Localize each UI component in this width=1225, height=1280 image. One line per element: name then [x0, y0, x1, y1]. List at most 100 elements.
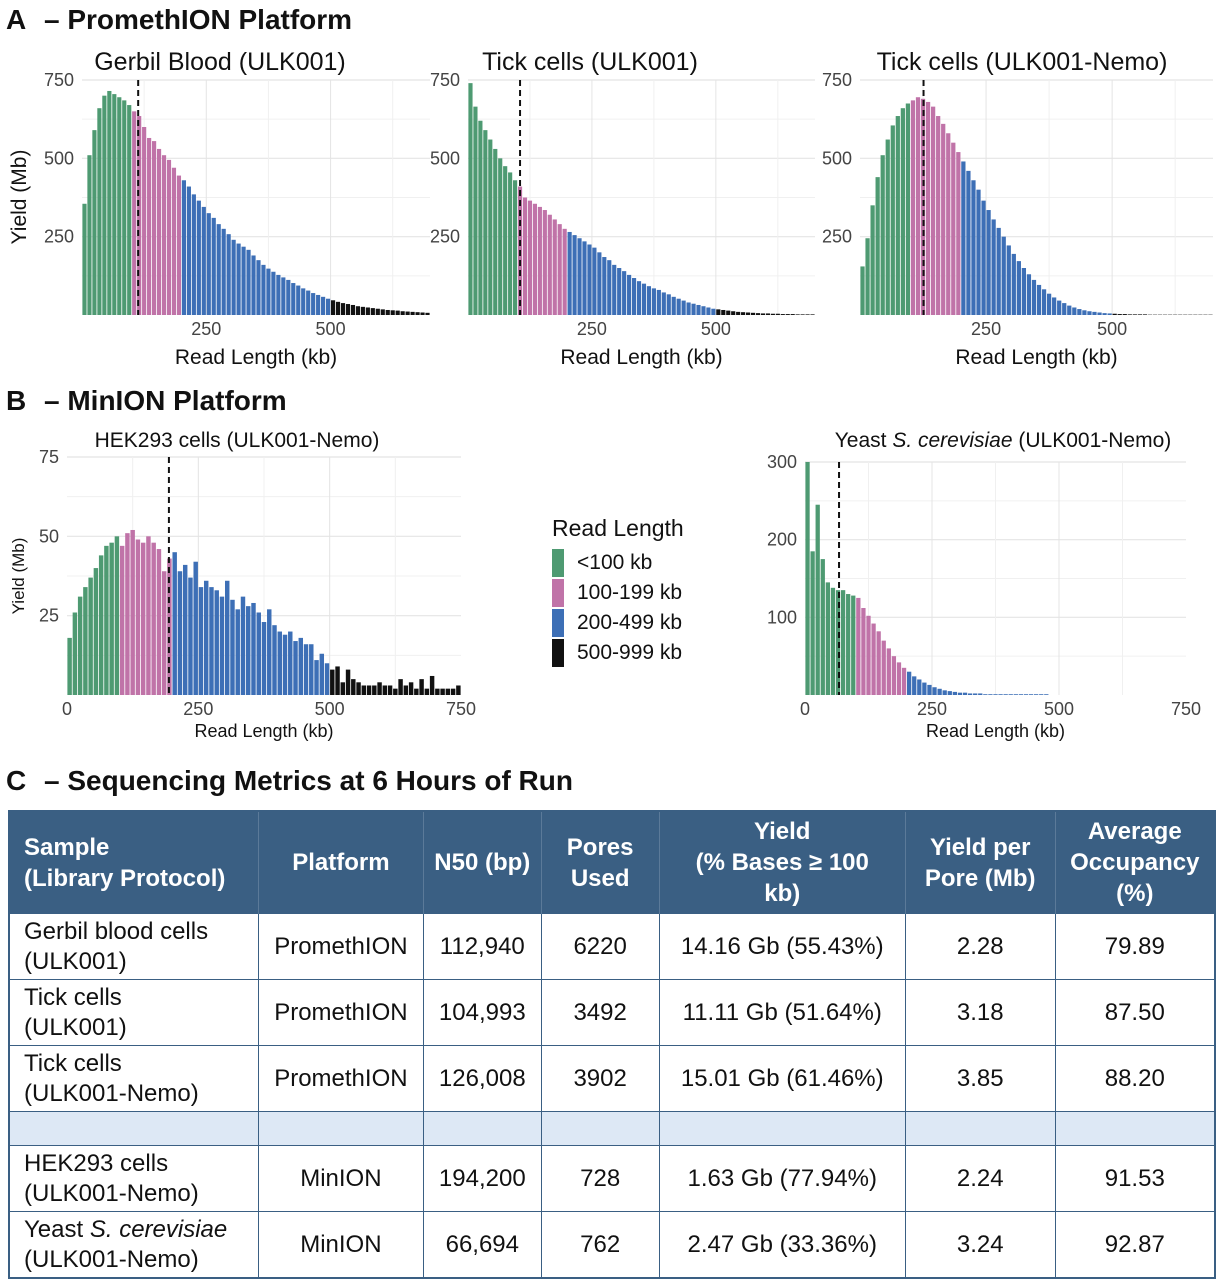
table-row: Gerbil blood cells (ULK001) PromethION 11… — [8, 913, 1216, 980]
histogram-bar — [1117, 314, 1122, 315]
histogram-bar — [276, 274, 281, 315]
cell-yield: 2.47 Gb (33.36%) — [658, 1211, 906, 1279]
histogram-bar — [835, 590, 841, 695]
histogram-bar — [736, 311, 741, 315]
y-tick-label: 25 — [39, 606, 59, 626]
histogram-bar — [206, 213, 211, 315]
histogram-bar — [967, 693, 973, 695]
histogram-bar — [755, 313, 761, 315]
histogram-bar — [513, 180, 518, 315]
x-tick-label: 750 — [446, 699, 476, 719]
y-tick-label: 500 — [430, 148, 460, 168]
header-yield-per-pore: Yield per Pore (Mb) — [905, 811, 1056, 914]
histogram-bar — [1026, 274, 1032, 315]
histogram-bar — [775, 313, 780, 315]
histogram-bar — [971, 180, 976, 315]
cell-n50: 66,694 — [422, 1211, 542, 1279]
cell-pores: 3902 — [540, 1045, 660, 1112]
header-platform: Platform — [258, 811, 424, 914]
histogram-bar — [335, 301, 341, 315]
histogram-bar — [1006, 245, 1011, 315]
histogram-bar — [72, 612, 78, 695]
histogram-bar — [1082, 310, 1087, 315]
histogram-bar — [537, 206, 542, 315]
histogram-bar — [956, 152, 961, 315]
histogram-bar — [1008, 694, 1013, 695]
histogram-bar — [1132, 314, 1137, 315]
histogram-bar — [360, 306, 365, 315]
histogram-bar — [83, 587, 88, 695]
histogram-bar — [324, 663, 330, 695]
histogram-bar — [403, 685, 409, 695]
histogram-bar — [203, 580, 209, 695]
histogram-bar — [372, 685, 377, 695]
header-occupancy: Average Occupancy (%) — [1055, 811, 1216, 914]
histogram-bar — [211, 217, 216, 315]
histogram-bar — [478, 120, 483, 315]
table-row: HEK293 cells (ULK001-Nemo) MinION 194,200… — [8, 1145, 1216, 1212]
histogram-bar — [612, 264, 617, 315]
histogram-bar — [301, 288, 306, 315]
cell-occupancy: 91.53 — [1054, 1145, 1216, 1212]
y-tick-label: 50 — [39, 526, 59, 546]
histogram-bar — [870, 205, 875, 315]
x-tick-label: 500 — [1097, 319, 1127, 339]
cell-n50: 112,940 — [422, 913, 542, 980]
histogram-bar — [871, 623, 876, 695]
y-axis-label: Yield (Mb) — [8, 150, 31, 245]
histogram-bar — [631, 278, 637, 315]
histogram-bar — [790, 314, 795, 315]
histogram-bar — [251, 255, 256, 315]
cell-occupancy: 87.50 — [1054, 979, 1216, 1046]
histogram-bar — [330, 669, 335, 695]
cell-yield-per-pore: 3.85 — [904, 1045, 1056, 1112]
histogram-bar — [961, 161, 966, 315]
histogram-bar — [414, 688, 419, 695]
cell-pores: 728 — [540, 1145, 660, 1212]
cell-platform: PromethION — [257, 913, 424, 980]
histogram-bar — [390, 310, 395, 315]
histogram-bar — [503, 166, 508, 315]
histogram-bar — [880, 155, 885, 315]
legend-item-500-999: 500-999 kb — [552, 638, 684, 668]
histogram-bar — [326, 298, 331, 315]
histogram-bar — [1044, 694, 1049, 695]
histogram-bar — [686, 302, 691, 315]
histogram-bar — [952, 691, 957, 695]
histogram-bar — [865, 238, 870, 315]
section-a-title: A – PromethION Platform — [6, 4, 352, 36]
histogram-bar — [161, 571, 167, 695]
histogram-bar — [582, 241, 587, 315]
histogram-bar — [993, 694, 998, 695]
histogram-bar — [666, 294, 671, 315]
y-tick-label: 750 — [430, 70, 460, 90]
histogram-bar — [676, 298, 681, 315]
histogram-bar — [214, 590, 219, 695]
histogram-bar — [1046, 293, 1052, 315]
y-axis-label: Yield (Mb) — [9, 538, 28, 615]
histogram-bar — [1102, 313, 1107, 315]
histogram-bar — [900, 108, 905, 315]
histogram-bar — [147, 137, 152, 315]
histogram-bar — [846, 594, 851, 695]
histogram-bar — [895, 116, 900, 316]
histogram-bar — [780, 314, 785, 315]
legend-label-500-999: 500-999 kb — [577, 641, 683, 664]
histogram-bar — [825, 582, 830, 695]
cell-sample: Tick cells (ULK001-Nemo) — [8, 1045, 259, 1112]
histogram-bar — [314, 660, 319, 695]
histogram-bar — [1036, 284, 1042, 315]
histogram-bar — [765, 313, 770, 315]
histogram-bar — [67, 637, 72, 695]
histogram-bar — [627, 274, 632, 315]
histogram-bar — [435, 688, 440, 695]
histogram-bar — [488, 139, 493, 315]
histogram-bar — [1013, 694, 1018, 695]
cell-occupancy: 88.20 — [1054, 1045, 1216, 1112]
histogram-bar — [350, 304, 356, 315]
histogram-bar — [380, 309, 385, 315]
histogram-bar — [256, 612, 261, 695]
histogram-bar — [671, 296, 676, 315]
histogram-bar — [282, 634, 288, 695]
histogram-bar — [246, 249, 251, 315]
